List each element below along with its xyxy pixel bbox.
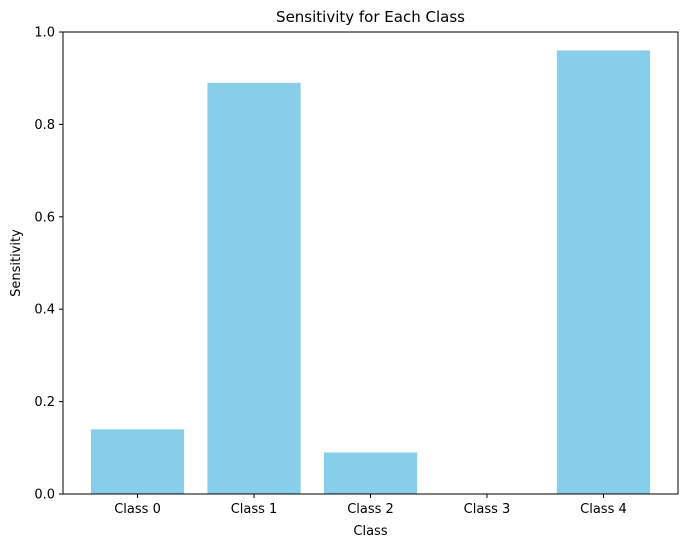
x-tick-label-0: Class 0 [114,502,161,517]
x-axis: Class 0 Class 1 Class 2 Class 3 Class 4 [114,494,627,517]
bar-0 [90,429,185,494]
y-tick-label-2: 0.4 [34,303,55,318]
y-axis-label: Sensitivity [9,229,24,297]
y-tick-label-0: 0.0 [34,488,55,503]
y-tick-label-3: 0.6 [34,210,55,225]
x-axis-label: Class [353,524,387,539]
plot-frame [62,31,679,495]
bars-group [90,50,651,494]
chart-title: Sensitivity for Each Class [276,8,465,26]
bar-4 [556,50,651,494]
y-tick-label-5: 1.0 [34,26,55,41]
x-tick-label-2: Class 2 [347,502,394,517]
y-axis: 0.0 0.2 0.4 0.6 0.8 1.0 [34,26,63,503]
y-tick-label-1: 0.2 [34,395,55,410]
x-tick-label-3: Class 3 [464,502,511,517]
bar-1 [207,82,301,494]
x-tick-label-4: Class 4 [580,502,627,517]
y-tick-label-4: 0.8 [34,118,55,133]
bar-2 [323,452,418,494]
x-tick-label-1: Class 1 [231,502,278,517]
